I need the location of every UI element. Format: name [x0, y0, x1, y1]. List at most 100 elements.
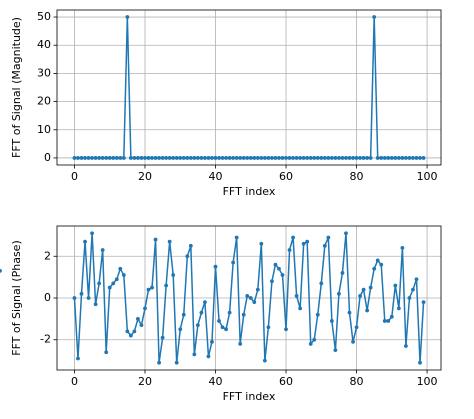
x-tick-label: 100: [417, 170, 438, 183]
data-point: [294, 156, 299, 160]
data-point: [231, 156, 236, 160]
data-point: [411, 287, 415, 292]
data-point: [407, 296, 412, 300]
data-point: [185, 156, 190, 160]
x-tick-label: 0: [71, 170, 78, 183]
data-point: [210, 156, 214, 160]
data-point: [266, 325, 271, 330]
data-point: [195, 156, 200, 160]
data-point: [270, 156, 274, 160]
data-point: [404, 156, 408, 160]
data-point: [358, 156, 362, 160]
data-point: [319, 156, 324, 160]
data-point: [238, 156, 243, 160]
data-point: [262, 358, 267, 363]
data-point: [195, 323, 200, 328]
data-point: [396, 156, 401, 160]
y-tick-label: 40: [37, 38, 51, 51]
data-point: [322, 156, 327, 160]
data-point: [178, 327, 183, 332]
data-point: [252, 300, 257, 305]
data-point: [132, 329, 137, 334]
data-point: [185, 254, 190, 259]
data-point: [146, 156, 151, 160]
data-point: [86, 296, 91, 300]
data-point: [136, 316, 140, 321]
data-point: [213, 156, 218, 160]
data-point: [118, 266, 123, 271]
data-point: [368, 285, 373, 290]
data-point: [153, 237, 158, 242]
data-point: [375, 156, 380, 160]
data-point: [418, 360, 422, 365]
data-point: [333, 156, 338, 160]
data-point: [118, 156, 123, 160]
data-point: [270, 279, 274, 284]
data-point: [125, 329, 130, 334]
data-point: [139, 156, 144, 160]
data-point: [393, 156, 398, 160]
data-point: [231, 260, 236, 265]
y-axis-label: FFT of Signal (Phase): [10, 240, 23, 356]
data-point: [379, 156, 384, 160]
data-point: [72, 156, 77, 160]
y-tick-label: 50: [37, 10, 51, 23]
data-point: [150, 156, 154, 160]
data-point: [157, 156, 161, 160]
data-point: [368, 156, 373, 160]
data-point: [382, 319, 387, 323]
data-point: [372, 266, 377, 271]
data-point: [259, 241, 264, 246]
data-point: [354, 325, 359, 330]
data-point: [83, 156, 87, 160]
data-point: [421, 156, 426, 160]
x-tick-label: 80: [350, 375, 364, 388]
data-point: [333, 348, 338, 353]
data-point: [358, 294, 362, 298]
data-point: [167, 239, 172, 244]
data-point: [365, 156, 370, 160]
data-point: [277, 266, 281, 271]
data-point: [414, 277, 419, 282]
data-point: [347, 156, 352, 160]
y-tick-label: -2: [40, 333, 51, 346]
data-point: [291, 156, 295, 160]
data-point: [171, 273, 176, 277]
x-tick-label: 40: [209, 375, 223, 388]
data-point: [298, 156, 303, 160]
data-point: [192, 156, 197, 160]
data-point: [344, 231, 348, 236]
data-point: [72, 296, 77, 300]
data-point: [241, 156, 246, 160]
data-point: [284, 156, 288, 160]
x-tick-label: 0: [71, 375, 78, 388]
data-point: [407, 156, 412, 160]
data-point: [396, 306, 401, 311]
data-point: [273, 156, 278, 160]
data-point: [315, 156, 320, 160]
data-point: [224, 327, 228, 332]
data-point: [83, 239, 87, 244]
data-point: [90, 231, 94, 236]
data-point: [273, 262, 278, 267]
data-point: [227, 310, 232, 315]
data-point: [312, 156, 317, 160]
data-point: [171, 156, 176, 160]
data-point: [160, 335, 165, 340]
data-point: [248, 296, 253, 300]
data-point: [298, 306, 303, 311]
data-point: [143, 306, 147, 311]
data-point: [361, 156, 366, 160]
y-axis-label: FFT of Signal (Magnitude): [10, 17, 23, 158]
x-tick-label: 20: [138, 375, 152, 388]
data-point: [227, 156, 232, 160]
data-point: [411, 156, 415, 160]
data-point: [157, 360, 161, 365]
x-axis-label: FFT index: [223, 390, 276, 403]
x-tick-label: 40: [209, 170, 223, 183]
data-point: [287, 248, 292, 252]
plot-frame: [56, 9, 442, 166]
data-point: [76, 356, 80, 361]
data-point: [245, 156, 250, 160]
data-point: [421, 300, 426, 305]
